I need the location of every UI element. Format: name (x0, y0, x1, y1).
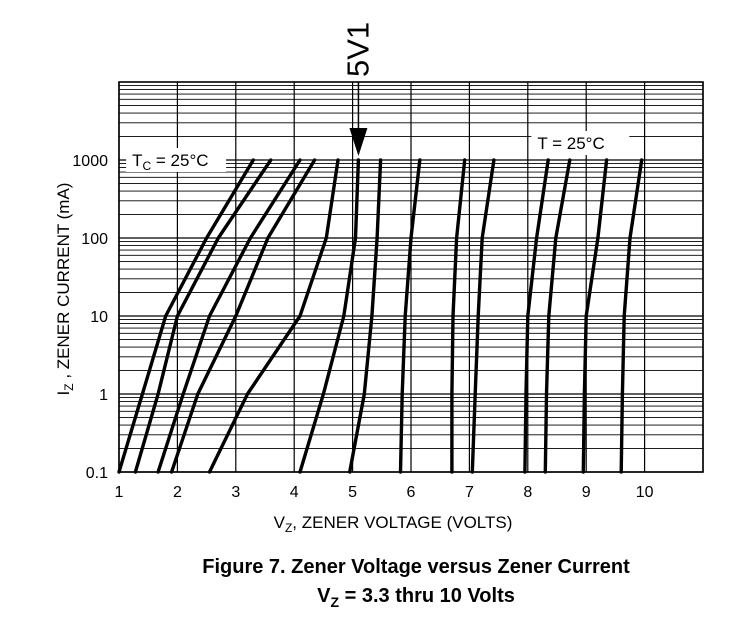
plot-frame (118, 81, 704, 473)
x-tick-label: 5 (348, 484, 357, 501)
y-tick-label: 1 (99, 387, 108, 404)
y-tick-label: 1000 (72, 153, 108, 170)
y-tick-label: 100 (81, 231, 108, 248)
x-tick-label: 4 (290, 484, 299, 501)
curve-9v1 (581, 158, 609, 474)
x-tick-label: 3 (231, 484, 240, 501)
curve-4v7 (207, 158, 340, 474)
curve-7v5 (470, 158, 496, 474)
tick-labels: 1 2 3 4 5 6 7 8 9 10 0.1 1 10 100 1000 (72, 153, 653, 501)
x-axis-label: VZ, ZENER VOLTAGE (VOLTS) (274, 513, 513, 535)
marker-arrow-icon (349, 128, 368, 156)
x-tick-label: 9 (582, 484, 591, 501)
curve-6v8 (450, 158, 467, 474)
curve-3v3 (117, 158, 255, 474)
curve-4v3 (169, 158, 317, 474)
figure-subtitle: VZ = 3.3 thru 10 Volts (317, 585, 515, 610)
x-tick-label: 6 (407, 484, 416, 501)
curve-6v2 (398, 158, 422, 474)
t-annotation-text: T = 25°C (537, 134, 604, 153)
curve-10v (619, 158, 644, 474)
marker-5v1: 5V1 (340, 22, 375, 156)
curve-8v2 (523, 158, 550, 474)
x-tick-label: 1 (115, 484, 124, 501)
y-tick-label: 10 (90, 309, 108, 326)
curve-3v9 (156, 158, 302, 474)
y-axis-label: IZ , ZENER CURRENT (mA) (54, 183, 76, 396)
x-tick-label: 8 (523, 484, 532, 501)
tc-annotation: TC = 25°C (126, 148, 227, 173)
curves (117, 158, 644, 474)
curve-3v6 (133, 158, 273, 474)
t-annotation: T = 25°C (531, 131, 630, 156)
figure-caption: Figure 7. Zener Voltage versus Zener Cur… (202, 556, 630, 578)
x-tick-label: 7 (465, 484, 474, 501)
y-tick-label: 0.1 (86, 465, 108, 482)
curve-8v7 (543, 158, 572, 474)
marker-label: 5V1 (340, 22, 375, 77)
x-tick-label: 2 (173, 484, 182, 501)
curve-5v1 (298, 158, 361, 474)
curve-5v6 (348, 158, 383, 474)
tc-annotation-text: TC = 25°C (132, 151, 208, 173)
x-tick-label: 10 (636, 484, 654, 501)
